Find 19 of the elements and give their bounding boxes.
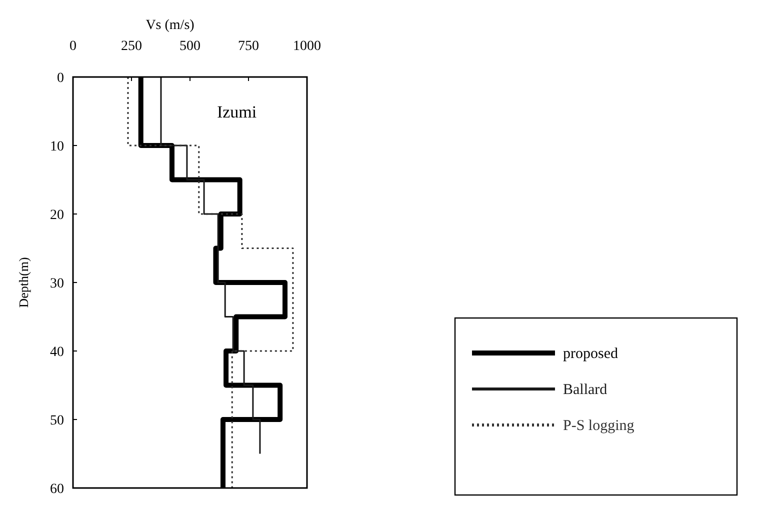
line-series <box>160 76 261 454</box>
x-tick-label: 750 <box>238 39 259 54</box>
text: proposed <box>563 346 618 362</box>
x-tick-label: 1000 <box>293 39 321 54</box>
y-tick-label: 10 <box>50 140 64 154</box>
y-axis-title: Depth(m) <box>16 257 31 308</box>
x-tick-label: 500 <box>180 39 200 54</box>
x-tick-label: 250 <box>121 39 142 54</box>
y-tick-label: 30 <box>50 276 64 292</box>
x-tick-label: 0 <box>70 39 76 54</box>
y-tick-label: 20 <box>50 208 64 223</box>
annotation: Izumi <box>216 102 257 122</box>
y-tick-label: 50 <box>50 414 64 428</box>
x-axis-title: Vs (m/s) <box>146 18 195 33</box>
text: Ballard <box>563 382 608 398</box>
y-tick-label: 0 <box>57 71 64 86</box>
y-tick-label: 60 <box>50 482 64 497</box>
text: P-S logging <box>563 418 635 434</box>
y-tick-label: 40 <box>50 345 64 360</box>
